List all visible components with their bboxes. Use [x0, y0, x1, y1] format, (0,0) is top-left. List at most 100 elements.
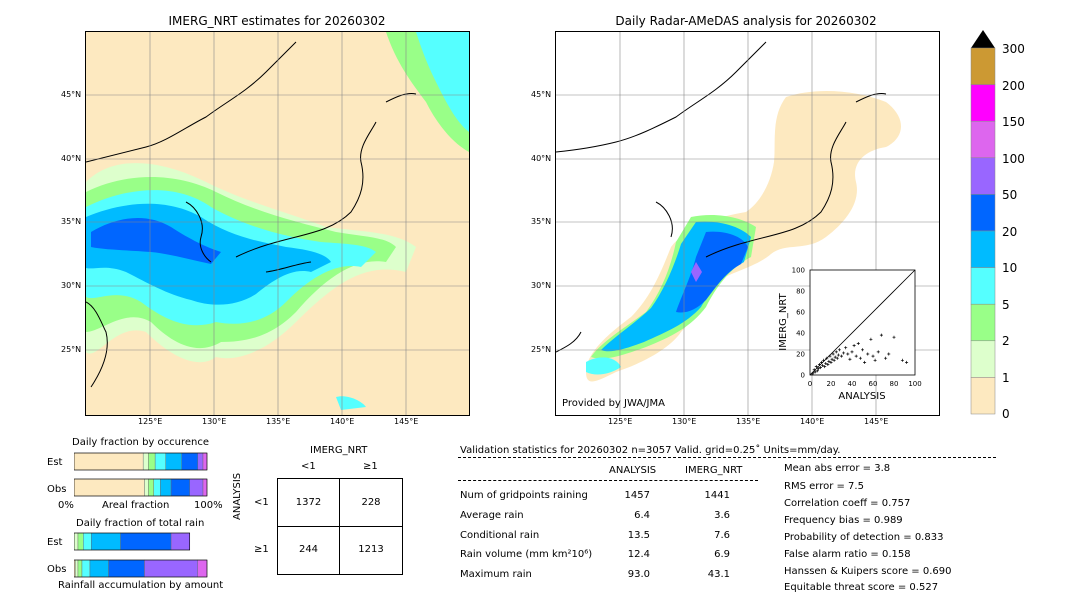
occurrence-est-label: Est — [47, 457, 63, 468]
scatter-point — [824, 361, 828, 365]
fraction-segment — [83, 532, 92, 551]
scatter-point — [858, 356, 862, 360]
fraction-segment — [81, 559, 91, 578]
scatter-point — [850, 350, 854, 354]
contingency-cell: 244 — [298, 544, 319, 555]
validation-analysis-value: 13.5 — [627, 530, 650, 541]
scatter-point — [819, 366, 822, 370]
occurrence-title: Daily fraction by occurence — [72, 437, 210, 448]
fraction-frame — [74, 559, 208, 578]
occurrence-tick-100: 100% — [194, 500, 223, 511]
fraction-segment — [74, 478, 145, 497]
scatter-xlabel: ANALYSIS — [838, 391, 885, 402]
right-lon-label: 140°E — [800, 417, 825, 426]
fraction-segment — [144, 559, 198, 578]
fraction-segment — [75, 559, 79, 578]
contingency-col-lt1: <1 — [301, 461, 316, 472]
validation-imerg-value: 7.6 — [714, 530, 730, 541]
scatter-diagonal — [809, 269, 916, 376]
scatter-point — [854, 354, 858, 358]
scatter-point — [871, 354, 875, 358]
fraction-segment — [74, 452, 144, 471]
colorbar-label: 150 — [1002, 115, 1025, 129]
scatter-point — [887, 352, 891, 356]
fraction-segment — [148, 478, 155, 497]
colorbar-label: 50 — [1002, 188, 1018, 202]
scatter-xtick: 60 — [869, 380, 878, 388]
fraction-frame — [74, 452, 208, 471]
fraction-frame — [74, 478, 208, 497]
scatter-point — [873, 358, 877, 362]
validation-score: Mean abs error = 3.8 — [784, 463, 891, 474]
left-map-title: IMERG_NRT estimates for 20260302 — [168, 14, 386, 28]
right-lon-label: 130°E — [672, 417, 697, 426]
fraction-segment — [170, 532, 190, 551]
scatter-point — [840, 354, 843, 358]
fraction-segment — [170, 478, 190, 497]
fraction-segment — [120, 532, 172, 551]
scatter-xtick: 100 — [908, 380, 921, 388]
scatter-xtick: 0 — [808, 380, 812, 388]
scatter-point — [869, 337, 873, 341]
scatter-point — [844, 346, 848, 350]
scatter-xticks: 0 20 40 60 80 100 — [808, 380, 922, 388]
colorbar-bin — [970, 157, 996, 195]
fraction-segment — [160, 478, 172, 497]
left-lat-label: 40°N — [61, 154, 82, 163]
validation-row-label: Maximum rain — [460, 569, 532, 580]
scatter-xtick: 40 — [848, 380, 857, 388]
radar-rain-purple — [691, 262, 702, 282]
validation-imerg-value: 43.1 — [707, 569, 730, 580]
scatter-point — [815, 369, 819, 373]
fraction-segment — [197, 452, 204, 471]
scatter-xtick: 20 — [827, 380, 836, 388]
colorbar-label: 100 — [1002, 152, 1025, 166]
left-lon-label: 145°E — [394, 417, 419, 426]
fraction-segment — [197, 559, 208, 578]
scatter-ylabel: IMERG_NRT — [778, 292, 789, 350]
fraction-segment — [148, 452, 156, 471]
scatter-point — [905, 360, 909, 364]
contingency-title: IMERG_NRT — [310, 445, 368, 456]
colorbar-label: 5 — [1002, 298, 1010, 312]
contingency-cell: 1372 — [295, 497, 322, 508]
scatter-point — [856, 342, 860, 345]
scatter-ytick: 40 — [796, 330, 805, 338]
scatter-xtick: 80 — [890, 380, 899, 388]
colorbar-bin — [970, 377, 996, 415]
fraction-segment — [142, 452, 149, 471]
fraction-segment — [165, 452, 182, 471]
scatter-yticks: 0 20 40 60 80 100 — [792, 267, 805, 380]
scatter-point — [848, 357, 852, 361]
fraction-segment — [89, 559, 109, 578]
occurrence-tick-0: 0% — [58, 500, 74, 511]
scatter-points — [810, 333, 909, 376]
occurrence-xlabel: Areal fraction — [102, 500, 170, 511]
contingency-cell: 1213 — [358, 544, 384, 555]
colorbar-bin — [970, 120, 996, 159]
scatter-point — [827, 359, 831, 363]
total-rain-title: Daily fraction of total rain — [76, 518, 205, 529]
scatter-point — [832, 358, 836, 362]
validation-score: Equitable threat score = 0.527 — [784, 582, 939, 593]
colorbar-label: 10 — [1002, 261, 1018, 275]
validation-row-label: Conditional rain — [460, 530, 540, 541]
scatter-point — [829, 360, 833, 364]
left-lon-label: 130°E — [202, 417, 227, 426]
right-map-title: Daily Radar-AMeDAS analysis for 20260302 — [615, 14, 877, 28]
radar-rain-blue — [676, 231, 748, 313]
coastline-japan — [235, 93, 417, 273]
colorbar-label: 0 — [1002, 407, 1010, 421]
right-lat-label: 25°N — [531, 345, 552, 354]
occurrence-est-bar — [74, 452, 208, 471]
fraction-segment — [144, 478, 149, 497]
colorbar-label: 20 — [1002, 225, 1018, 239]
left-lat-label: 35°N — [61, 217, 82, 226]
total-rain-bars — [74, 532, 208, 578]
fraction-segment — [202, 452, 208, 471]
left-lat-label: 30°N — [61, 281, 82, 290]
left-lon-label: 125°E — [138, 417, 163, 426]
total-rain-est-bar — [74, 532, 191, 551]
validation-imerg-value: 3.6 — [714, 510, 730, 521]
validation-divider — [458, 457, 996, 458]
